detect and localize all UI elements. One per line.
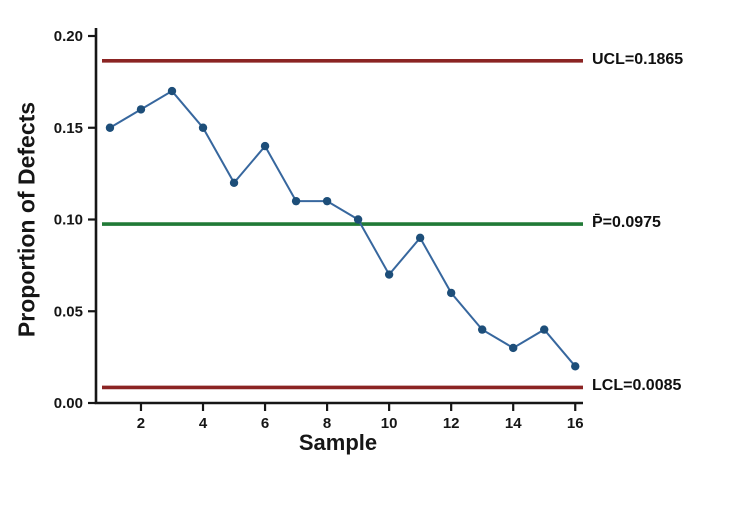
x-tick-label: 6 (261, 415, 269, 432)
data-point-marker (322, 196, 332, 206)
y-tick-label: 0.20 (54, 28, 83, 45)
data-point-marker (477, 325, 487, 334)
x-tick-label: 10 (381, 415, 398, 432)
ucl-label: UCL=0.1865 (592, 50, 684, 68)
lcl-label: LCL=0.0085 (592, 377, 682, 395)
data-point-marker (260, 141, 270, 151)
y-tick-label: 0.00 (54, 395, 83, 412)
y-axis-title: Proportion of Defects (13, 101, 40, 338)
data-point-marker (229, 178, 239, 187)
y-tick-label: 0.15 (54, 120, 83, 137)
data-point-marker (291, 196, 301, 206)
data-point-marker (571, 362, 580, 371)
x-tick-label: 2 (137, 415, 145, 432)
x-tick-label: 12 (443, 415, 460, 432)
data-point-marker (384, 270, 394, 279)
data-point-marker (167, 86, 177, 96)
x-tick-label: 16 (567, 415, 584, 432)
x-tick-label: 4 (199, 415, 208, 432)
x-axis-title: Sample (298, 430, 378, 455)
data-point-marker (136, 105, 146, 114)
y-tick-label: 0.05 (54, 303, 83, 320)
data-point-marker (105, 123, 115, 132)
defect-proportion-series (109, 89, 577, 367)
x-tick-label: 8 (323, 415, 331, 432)
data-point-marker (198, 123, 208, 132)
data-point-marker (446, 288, 456, 298)
data-point-marker (509, 343, 518, 353)
x-tick-label: 14 (505, 415, 522, 432)
center-line-label: P̄=0.0975 (592, 214, 661, 232)
y-tick-label: 0.10 (54, 212, 83, 229)
data-point-marker (415, 233, 425, 243)
data-point-marker (540, 325, 549, 334)
data-point-marker (353, 215, 363, 224)
